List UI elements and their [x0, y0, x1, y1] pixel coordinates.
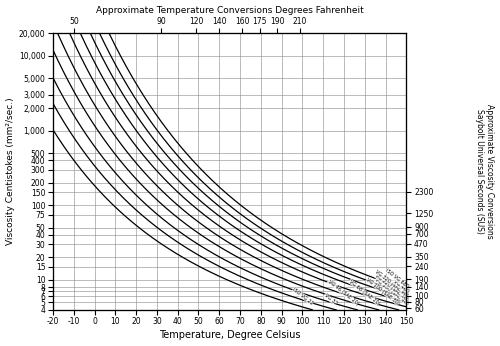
Y-axis label: Approximate Viscosity Conversions
Saybolt Universal Seconds (SUS): Approximate Viscosity Conversions Saybol…	[475, 104, 494, 239]
Text: VG 100 (SAE 30): VG 100 (SAE 30)	[366, 277, 400, 306]
Text: VG 68 (SAE 20): VG 68 (SAE 20)	[348, 279, 380, 306]
Text: VG 32: VG 32	[323, 293, 338, 306]
Text: VG 46 (SAE 20): VG 46 (SAE 20)	[326, 279, 360, 306]
Text: VG 460: VG 460	[392, 279, 409, 293]
X-axis label: Temperature, Degree Celsius: Temperature, Degree Celsius	[159, 330, 300, 340]
Text: ISO VG 22: ISO VG 22	[292, 286, 314, 306]
Text: VG 150 (SAE 40): VG 150 (SAE 40)	[374, 277, 410, 306]
Y-axis label: Viscosity Centistokes (mm²/sec.): Viscosity Centistokes (mm²/sec.)	[6, 98, 15, 245]
X-axis label: Approximate Temperature Conversions Degrees Fahrenheit: Approximate Temperature Conversions Degr…	[96, 6, 363, 15]
Text: ISO VG 680: ISO VG 680	[384, 268, 409, 289]
Text: VG 320 (SAE 90): VG 320 (SAE 90)	[374, 269, 410, 298]
Text: VG 220 (SAE 50): VG 220 (SAE 50)	[374, 273, 410, 302]
